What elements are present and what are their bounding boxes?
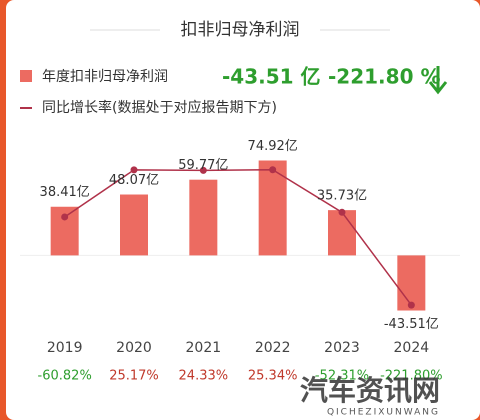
growth-label: -221.80% (380, 369, 443, 384)
growth-point (61, 213, 69, 221)
headline-value: -43.51 亿 (222, 65, 321, 89)
growth-point (130, 166, 138, 174)
x-tick-label: 2019 (47, 340, 83, 356)
x-tick-label: 2020 (116, 340, 152, 356)
x-tick-label: 2021 (186, 340, 222, 356)
bar-label: 48.07亿 (109, 173, 159, 188)
growth-label: 25.17% (109, 369, 159, 384)
headline-change: -221.80 % (328, 65, 440, 89)
growth-line (64, 169, 412, 306)
bar (397, 255, 426, 311)
legend-label: 同比增长率(数据处于对应报告期下方) (42, 99, 277, 116)
card (6, 0, 480, 420)
x-tick-label: 2022 (255, 340, 291, 356)
bar-label: -43.51亿 (384, 317, 439, 332)
watermark: 汽车资讯网 (300, 374, 440, 407)
growth-point (199, 166, 207, 174)
growth-point (407, 301, 415, 309)
growth-label: 25.34% (248, 369, 298, 384)
legend-label: 年度扣非归母净利润 (42, 68, 168, 85)
chart-title: 扣非归母净利润 (181, 20, 300, 40)
bar-label: 38.41亿 (40, 185, 90, 200)
watermark-sub: QICHEZIXUNWANG (327, 408, 440, 418)
bar-label: 35.73亿 (317, 189, 367, 204)
bar-label: 74.92亿 (248, 139, 298, 154)
bar (120, 194, 148, 256)
x-tick-label: 2024 (394, 340, 430, 356)
bar (189, 179, 218, 256)
growth-point (269, 166, 277, 174)
bar-label: 59.77亿 (178, 158, 228, 173)
growth-label: 24.33% (179, 369, 229, 384)
down-arrow (428, 66, 448, 95)
legend-swatch (20, 70, 32, 82)
bar (258, 160, 287, 256)
bar (328, 210, 356, 256)
growth-point (338, 208, 346, 216)
growth-label: -60.82% (38, 369, 92, 384)
growth-label: -52.31% (315, 369, 369, 384)
x-tick-label: 2023 (324, 340, 360, 356)
